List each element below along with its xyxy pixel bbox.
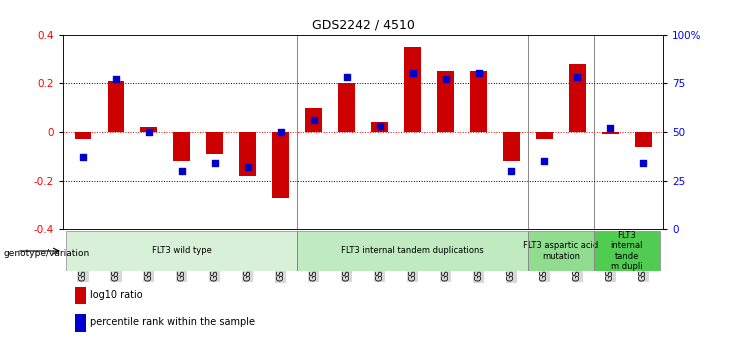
Bar (569, 64, 585, 132)
Bar (141, 127, 157, 132)
Point (407, 71, 419, 76)
Text: genotype/variation: genotype/variation (4, 249, 90, 258)
Point (571, 75, 583, 80)
Title: GDS2242 / 4510: GDS2242 / 4510 (312, 19, 414, 32)
Bar (207, 132, 223, 154)
Point (439, 77, 451, 82)
Point (143, 129, 155, 135)
Point (539, 158, 551, 164)
Bar (594, 231, 660, 271)
Point (373, 124, 385, 129)
Bar (75, 314, 86, 332)
Bar (75, 132, 91, 139)
Bar (75, 287, 86, 304)
Bar (239, 132, 256, 176)
Bar (107, 81, 124, 132)
Point (110, 77, 122, 82)
Point (275, 129, 287, 135)
Bar (339, 83, 355, 132)
Text: percentile rank within the sample: percentile rank within the sample (90, 317, 255, 327)
Point (209, 160, 221, 166)
Bar (536, 132, 553, 139)
Bar (405, 47, 421, 132)
Bar (305, 108, 322, 132)
Point (341, 75, 353, 80)
Bar (273, 132, 289, 198)
Point (637, 160, 649, 166)
Bar (503, 132, 519, 161)
Bar (437, 71, 453, 132)
Point (505, 168, 517, 174)
Text: log10 ratio: log10 ratio (90, 290, 142, 300)
Point (605, 125, 617, 131)
Point (242, 164, 253, 170)
Point (176, 168, 187, 174)
Bar (297, 231, 528, 271)
Text: FLT3 internal tandem duplications: FLT3 internal tandem duplications (341, 246, 484, 256)
Bar (602, 132, 619, 135)
Text: FLT3 aspartic acid
mutation: FLT3 aspartic acid mutation (523, 241, 599, 261)
Point (77, 155, 89, 160)
Bar (528, 231, 594, 271)
Text: FLT3 wild type: FLT3 wild type (152, 246, 212, 256)
Point (308, 118, 319, 123)
Text: FLT3
internal
tande
m dupli: FLT3 internal tande m dupli (611, 231, 643, 271)
Bar (471, 71, 487, 132)
Bar (173, 132, 190, 161)
Point (473, 71, 485, 76)
Bar (635, 132, 651, 147)
Bar (66, 231, 297, 271)
Bar (371, 122, 388, 132)
